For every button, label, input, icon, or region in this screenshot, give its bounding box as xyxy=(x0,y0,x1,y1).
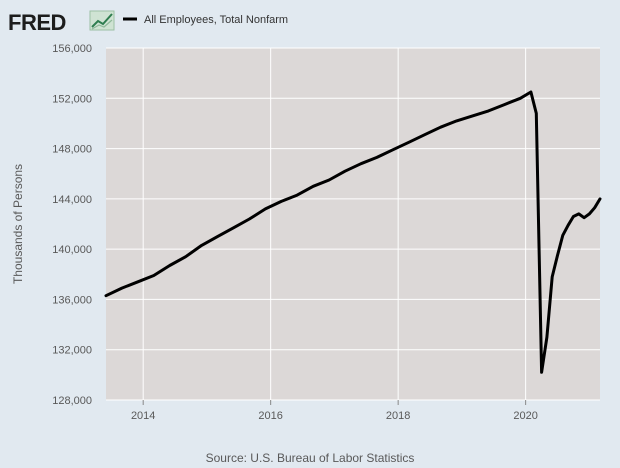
data-point xyxy=(567,224,569,227)
y-tick-label: 140,000 xyxy=(52,244,92,256)
data-point xyxy=(519,97,522,100)
data-point xyxy=(599,198,601,200)
data-point xyxy=(328,179,330,181)
x-tick-label: 2016 xyxy=(258,410,282,422)
data-point xyxy=(376,156,378,159)
y-tick-label: 148,000 xyxy=(52,144,92,156)
data-point xyxy=(546,336,548,338)
legend: All Employees, Total Nonfarm xyxy=(123,14,288,26)
x-tick-label: 2020 xyxy=(513,410,537,422)
data-point xyxy=(360,162,362,165)
data-point xyxy=(216,235,219,238)
data-point xyxy=(121,287,123,289)
data-point xyxy=(137,281,139,283)
data-point xyxy=(530,91,532,93)
fred-logo-text: FRED xyxy=(8,10,66,35)
data-point xyxy=(572,215,575,218)
data-point xyxy=(578,213,580,215)
x-tick-label: 2018 xyxy=(386,410,410,422)
data-point xyxy=(556,254,559,257)
y-axis-title: Thousands of Persons xyxy=(11,164,25,284)
data-point xyxy=(168,264,171,267)
x-axis: 2014 2016 2018 2020 xyxy=(131,400,538,422)
data-point xyxy=(588,213,591,215)
data-point xyxy=(232,227,235,229)
data-point xyxy=(593,206,596,209)
gridlines xyxy=(106,47,600,401)
y-axis: 128,000 132,000 136,000 140,000 144,000 148,0… xyxy=(52,43,92,407)
y-tick-label: 132,000 xyxy=(52,345,92,357)
data-point xyxy=(153,274,155,277)
data-point xyxy=(264,208,267,210)
data-point xyxy=(455,120,458,122)
data-point xyxy=(423,133,426,136)
data-point xyxy=(200,244,203,247)
data-point xyxy=(583,216,585,219)
data-point xyxy=(184,255,187,258)
data-point xyxy=(540,371,543,374)
data-point xyxy=(487,110,490,112)
data-point xyxy=(344,170,346,172)
legend-label: All Employees, Total Nonfarm xyxy=(144,14,288,26)
source-note: Source: U.S. Bureau of Labor Statistics xyxy=(206,451,415,465)
data-point xyxy=(248,218,251,220)
y-tick-label: 144,000 xyxy=(52,194,92,206)
data-point xyxy=(296,194,299,196)
data-point xyxy=(439,126,442,128)
data-point xyxy=(551,276,553,278)
x-tick-label: 2014 xyxy=(131,410,155,422)
data-point xyxy=(312,185,315,188)
y-tick-label: 156,000 xyxy=(52,43,92,55)
series-layer xyxy=(104,90,602,374)
data-point xyxy=(535,112,538,115)
line-chart-icon xyxy=(89,10,115,31)
data-point xyxy=(280,200,283,203)
y-tick-label: 128,000 xyxy=(52,395,92,407)
data-point xyxy=(562,234,564,237)
plot-area xyxy=(106,48,600,400)
y-tick-label: 152,000 xyxy=(52,93,92,105)
fred-logo[interactable]: FRED xyxy=(8,10,115,35)
y-tick-label: 136,000 xyxy=(52,294,92,306)
data-point xyxy=(105,294,107,297)
data-point xyxy=(392,149,394,151)
data-point xyxy=(471,115,474,117)
data-point xyxy=(503,103,506,106)
data-point xyxy=(408,141,410,144)
